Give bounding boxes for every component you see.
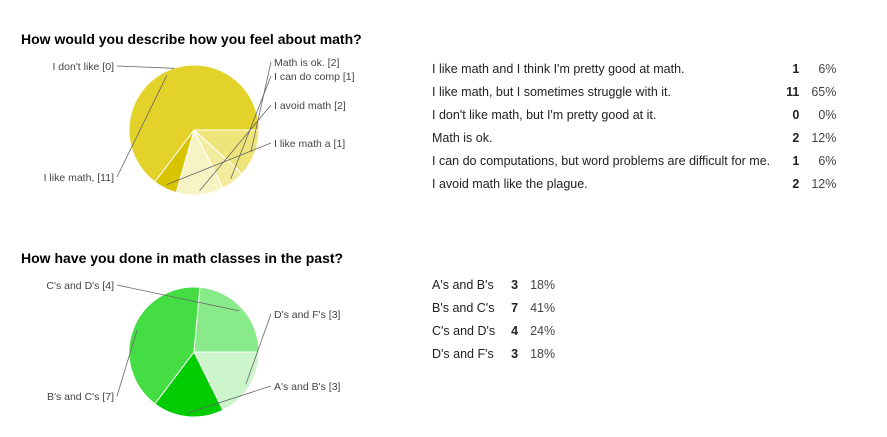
response-percent: 41% xyxy=(530,300,556,315)
question-title-2: How have you done in math classes in the… xyxy=(21,250,344,266)
answer-label: I like math and I think I'm pretty good … xyxy=(432,61,685,76)
slice-label: I avoid math [2] xyxy=(274,100,346,112)
response-percent: 12% xyxy=(811,176,837,191)
answer-label: Math is ok. xyxy=(432,130,493,145)
table-row: Math is ok. 2 12% xyxy=(432,126,836,149)
question-title-1: How would you describe how you feel abou… xyxy=(21,31,362,47)
slice-leader-line xyxy=(199,104,272,191)
pie-chart-1: Math is ok. [2] I can do comp [1] I avoid … xyxy=(44,57,355,196)
response-percent: 24% xyxy=(530,323,556,338)
summary-table-2: A's and B's 3 18% B's and C's 7 41% C's and D'… xyxy=(432,273,555,365)
slice-label: B's and C's [7] xyxy=(47,391,114,403)
slice-leader-line xyxy=(116,329,138,397)
slice-label: Math is ok. [2] xyxy=(274,57,339,69)
slice-label: C's and D's [4] xyxy=(46,280,114,292)
response-count: 2 xyxy=(792,176,800,191)
response-percent: 0% xyxy=(818,107,837,122)
response-percent: 18% xyxy=(530,277,556,292)
table-row: I like math, but I sometimes struggle wi… xyxy=(432,80,836,103)
answer-label: B's and C's xyxy=(432,300,495,315)
response-percent: 6% xyxy=(818,61,837,76)
table-row: D's and F's 3 18% xyxy=(432,342,555,365)
answer-label: I like math, but I sometimes struggle wi… xyxy=(432,84,671,99)
slice-leader-line xyxy=(116,65,175,69)
answer-label: I can do computations, but word problems… xyxy=(432,153,771,168)
pie-slice xyxy=(128,286,201,405)
response-count: 11 xyxy=(786,84,800,99)
table-row: I can do computations, but word problems… xyxy=(432,149,836,172)
question-section-2: How have you done in math classes in the… xyxy=(0,230,887,437)
slice-label: I don't like [0] xyxy=(52,61,114,73)
slice-leader-line xyxy=(116,284,240,312)
response-count: 3 xyxy=(511,346,519,361)
table-row: I don't like math, but I'm pretty good a… xyxy=(432,103,836,126)
answer-label: A's and B's xyxy=(432,277,494,292)
slice-leader-line xyxy=(245,313,272,385)
table-row: I like math and I think I'm pretty good … xyxy=(432,57,836,80)
slice-leader-line xyxy=(116,75,168,178)
pie-slice xyxy=(154,351,224,418)
slice-label: I can do comp [1] xyxy=(274,71,355,83)
slice-leader-line xyxy=(250,61,272,153)
pie-chart-2: D's and F's [3] A's and B's [3] B's and C'… xyxy=(46,280,341,418)
response-count: 4 xyxy=(511,323,519,338)
slice-label: A's and B's [3] xyxy=(274,381,341,393)
pie-slice xyxy=(128,64,260,183)
response-count: 7 xyxy=(511,300,519,315)
response-count: 2 xyxy=(792,130,800,145)
pie-slice xyxy=(193,351,260,411)
response-count: 1 xyxy=(792,153,800,168)
table-row: B's and C's 7 41% xyxy=(432,296,555,319)
response-percent: 18% xyxy=(530,346,556,361)
table-row: A's and B's 3 18% xyxy=(432,273,555,296)
response-count: 3 xyxy=(511,277,519,292)
table-row: C's and D's 4 24% xyxy=(432,319,555,342)
response-count: 0 xyxy=(792,107,800,122)
slice-label: I like math a [1] xyxy=(274,138,345,150)
slice-leader-line xyxy=(230,75,272,179)
response-percent: 6% xyxy=(818,153,837,168)
response-percent: 12% xyxy=(811,130,837,145)
answer-label: I don't like math, but I'm pretty good a… xyxy=(432,107,657,122)
answer-label: C's and D's xyxy=(432,323,496,338)
response-count: 1 xyxy=(792,61,800,76)
slice-leader-line xyxy=(188,385,272,414)
question-section-1: How would you describe how you feel abou… xyxy=(21,31,836,196)
summary-table-1: I like math and I think I'm pretty good … xyxy=(432,57,836,195)
slice-label: I like math, [11] xyxy=(44,172,115,184)
answer-label: D's and F's xyxy=(432,346,494,361)
slice-leader-line xyxy=(166,142,272,185)
answer-label: I avoid math like the plague. xyxy=(432,176,588,191)
pie-slice xyxy=(193,286,260,353)
slice-label: D's and F's [3] xyxy=(274,309,341,321)
response-percent: 65% xyxy=(811,84,837,99)
table-row: I avoid math like the plague. 2 12% xyxy=(432,172,836,195)
